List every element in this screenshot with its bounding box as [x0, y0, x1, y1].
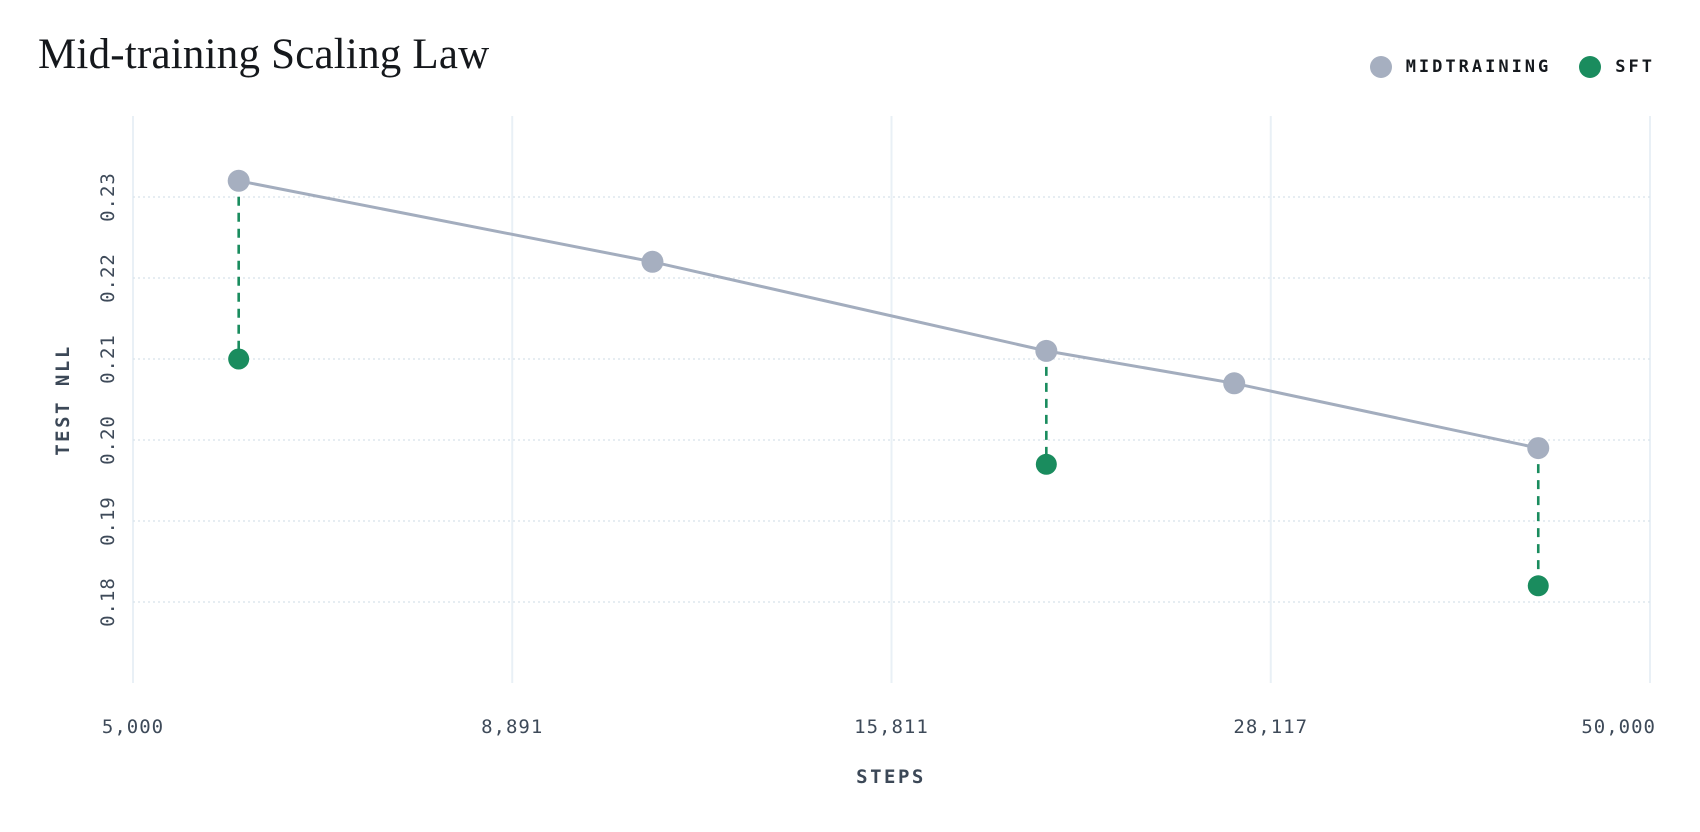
legend-item-midtraining[interactable]: MIDTRAINING	[1369, 56, 1552, 78]
legend-label-sft: SFT	[1615, 57, 1655, 77]
legend-label-midtraining: MIDTRAINING	[1405, 57, 1552, 77]
legend-item-sft[interactable]: SFT	[1579, 56, 1655, 78]
midtraining-swatch-icon	[1369, 56, 1392, 78]
sft-point[interactable]	[1527, 575, 1549, 597]
x-axis-title: STEPS	[856, 766, 926, 788]
midtraining-point[interactable]	[1035, 339, 1058, 362]
x-tick-label: 15,811	[854, 716, 929, 738]
y-tick-label: 0.20	[97, 415, 119, 465]
y-tick-label: 0.19	[97, 496, 119, 546]
midtraining-point[interactable]	[1527, 437, 1550, 460]
x-tick-label: 8,891	[481, 716, 544, 738]
midtraining-point[interactable]	[227, 169, 250, 192]
sft-swatch-icon	[1579, 56, 1602, 78]
sft-point[interactable]	[228, 348, 250, 370]
x-tick-label: 5,000	[101, 716, 165, 738]
chart-title: Mid-training Scaling Law	[38, 31, 490, 78]
midtraining-line	[238, 179, 1539, 450]
legend: MIDTRAINING SFT	[1369, 52, 1655, 82]
y-tick-label: 0.21	[97, 334, 119, 384]
midtraining-point[interactable]	[1223, 372, 1246, 395]
sft-point[interactable]	[1035, 453, 1057, 475]
x-tick-label: 28,117	[1233, 716, 1309, 738]
x-tick-label: 50,000	[1581, 716, 1656, 738]
y-axis-title: TEST NLL	[52, 344, 74, 456]
y-tick-label: 0.23	[97, 172, 119, 222]
y-tick-label: 0.18	[97, 577, 119, 627]
y-tick-label: 0.22	[97, 253, 119, 303]
midtraining-point[interactable]	[641, 250, 664, 273]
